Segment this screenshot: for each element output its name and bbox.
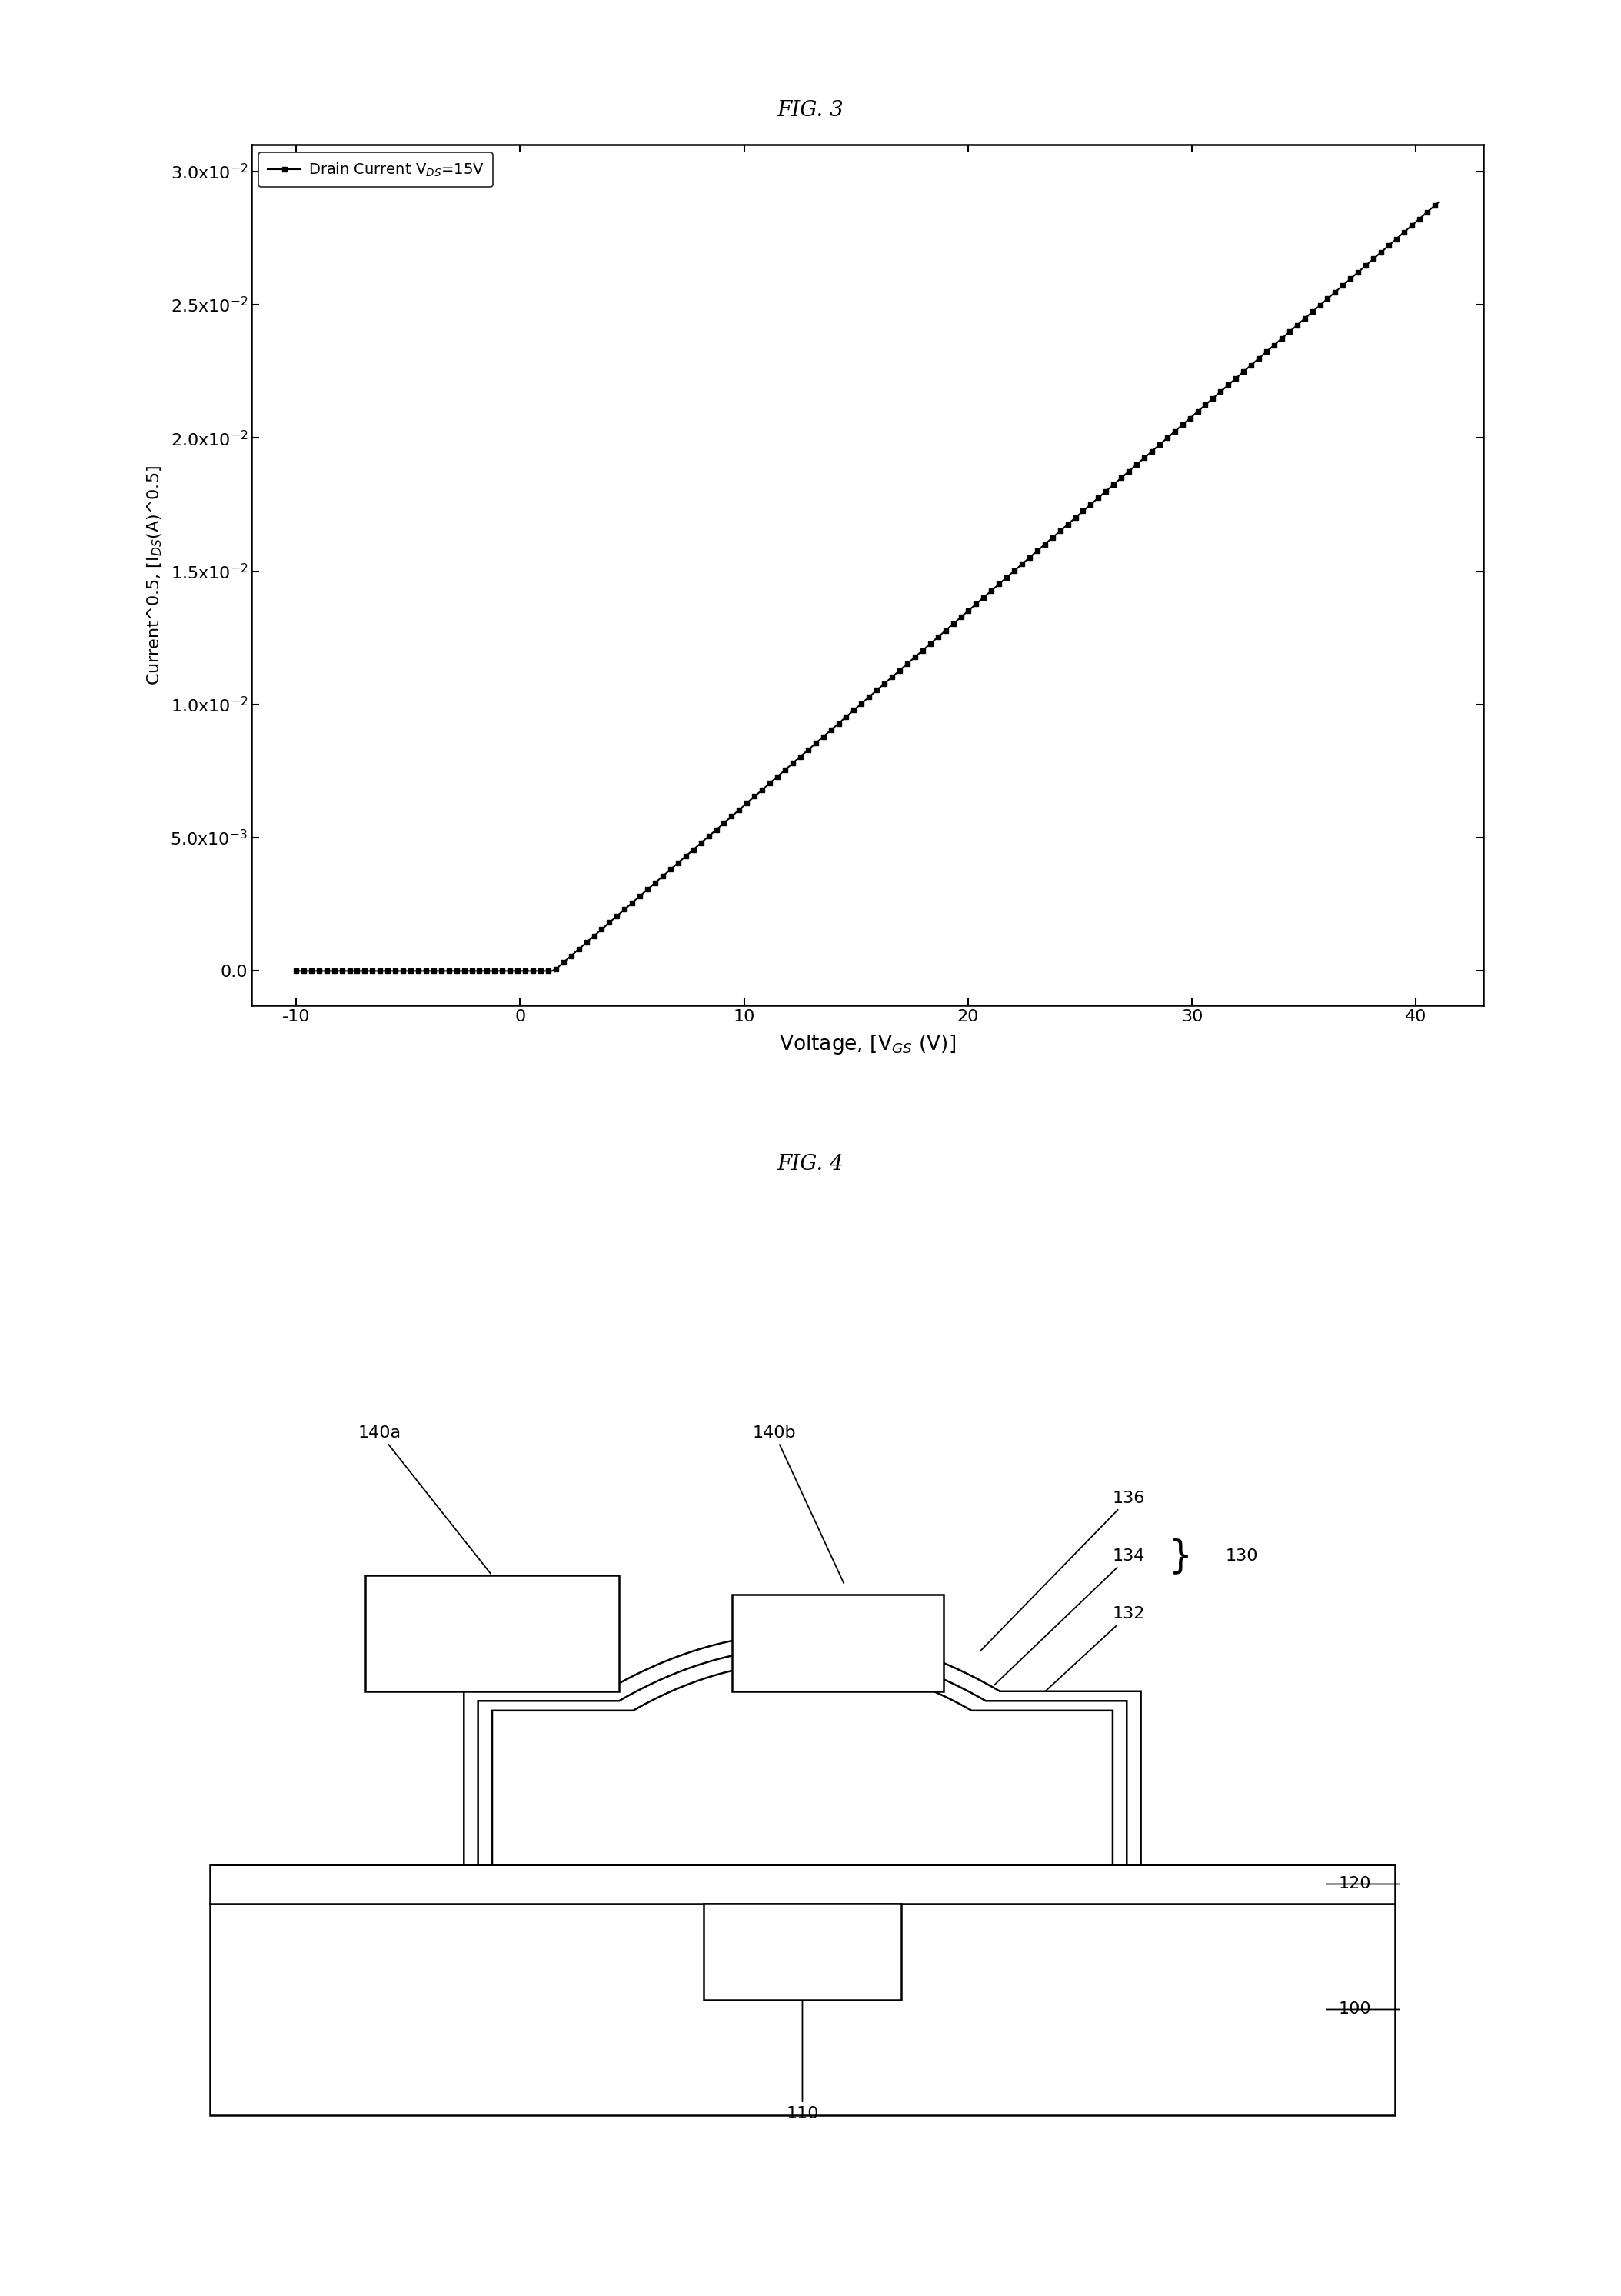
- Drain Current V$_{DS}$=15V: [1250, 344, 1269, 372]
- Line: Drain Current V$_{DS}$=15V: Drain Current V$_{DS}$=15V: [293, 200, 1441, 974]
- X-axis label: Voltage, [V$_{GS}$ (V)]: Voltage, [V$_{GS}$ (V)]: [778, 1033, 956, 1056]
- Bar: [211, 1903, 1394, 2115]
- Drain Current V$_{DS}$=15V: [1428, 188, 1448, 216]
- Text: 140b: 140b: [752, 1426, 845, 1584]
- Legend: Drain Current V$_{DS}$=15V: Drain Current V$_{DS}$=15V: [259, 152, 493, 188]
- Polygon shape: [211, 1632, 1394, 1864]
- Text: 132: 132: [1015, 1607, 1146, 1720]
- Text: }: }: [1169, 1538, 1193, 1575]
- Text: 140a: 140a: [358, 1426, 491, 1573]
- Drain Current V$_{DS}$=15V: [963, 592, 982, 620]
- Y-axis label: Current^0.5, [I$_{DS}$(A)^0.5]: Current^0.5, [I$_{DS}$(A)^0.5]: [146, 466, 164, 684]
- Bar: [704, 1903, 901, 2000]
- Polygon shape: [238, 1649, 1367, 1864]
- Drain Current V$_{DS}$=15V: [986, 574, 1005, 602]
- Text: 134: 134: [994, 1548, 1146, 1685]
- Text: FIG. 4: FIG. 4: [776, 1153, 845, 1176]
- Drain Current V$_{DS}$=15V: [966, 590, 986, 618]
- Bar: [211, 1864, 1394, 1903]
- Bar: [731, 1596, 943, 1692]
- Text: 136: 136: [981, 1490, 1146, 1651]
- Drain Current V$_{DS}$=15V: [290, 957, 310, 985]
- Polygon shape: [266, 1662, 1339, 1864]
- Text: 120: 120: [1339, 1876, 1371, 1892]
- Text: 110: 110: [786, 2002, 819, 2122]
- Bar: [365, 1575, 619, 1692]
- Text: FIG. 3: FIG. 3: [776, 99, 845, 122]
- Text: 100: 100: [1339, 2002, 1371, 2018]
- Text: 130: 130: [1225, 1548, 1258, 1564]
- Drain Current V$_{DS}$=15V: [1321, 282, 1341, 310]
- Drain Current V$_{DS}$=15V: [287, 957, 306, 985]
